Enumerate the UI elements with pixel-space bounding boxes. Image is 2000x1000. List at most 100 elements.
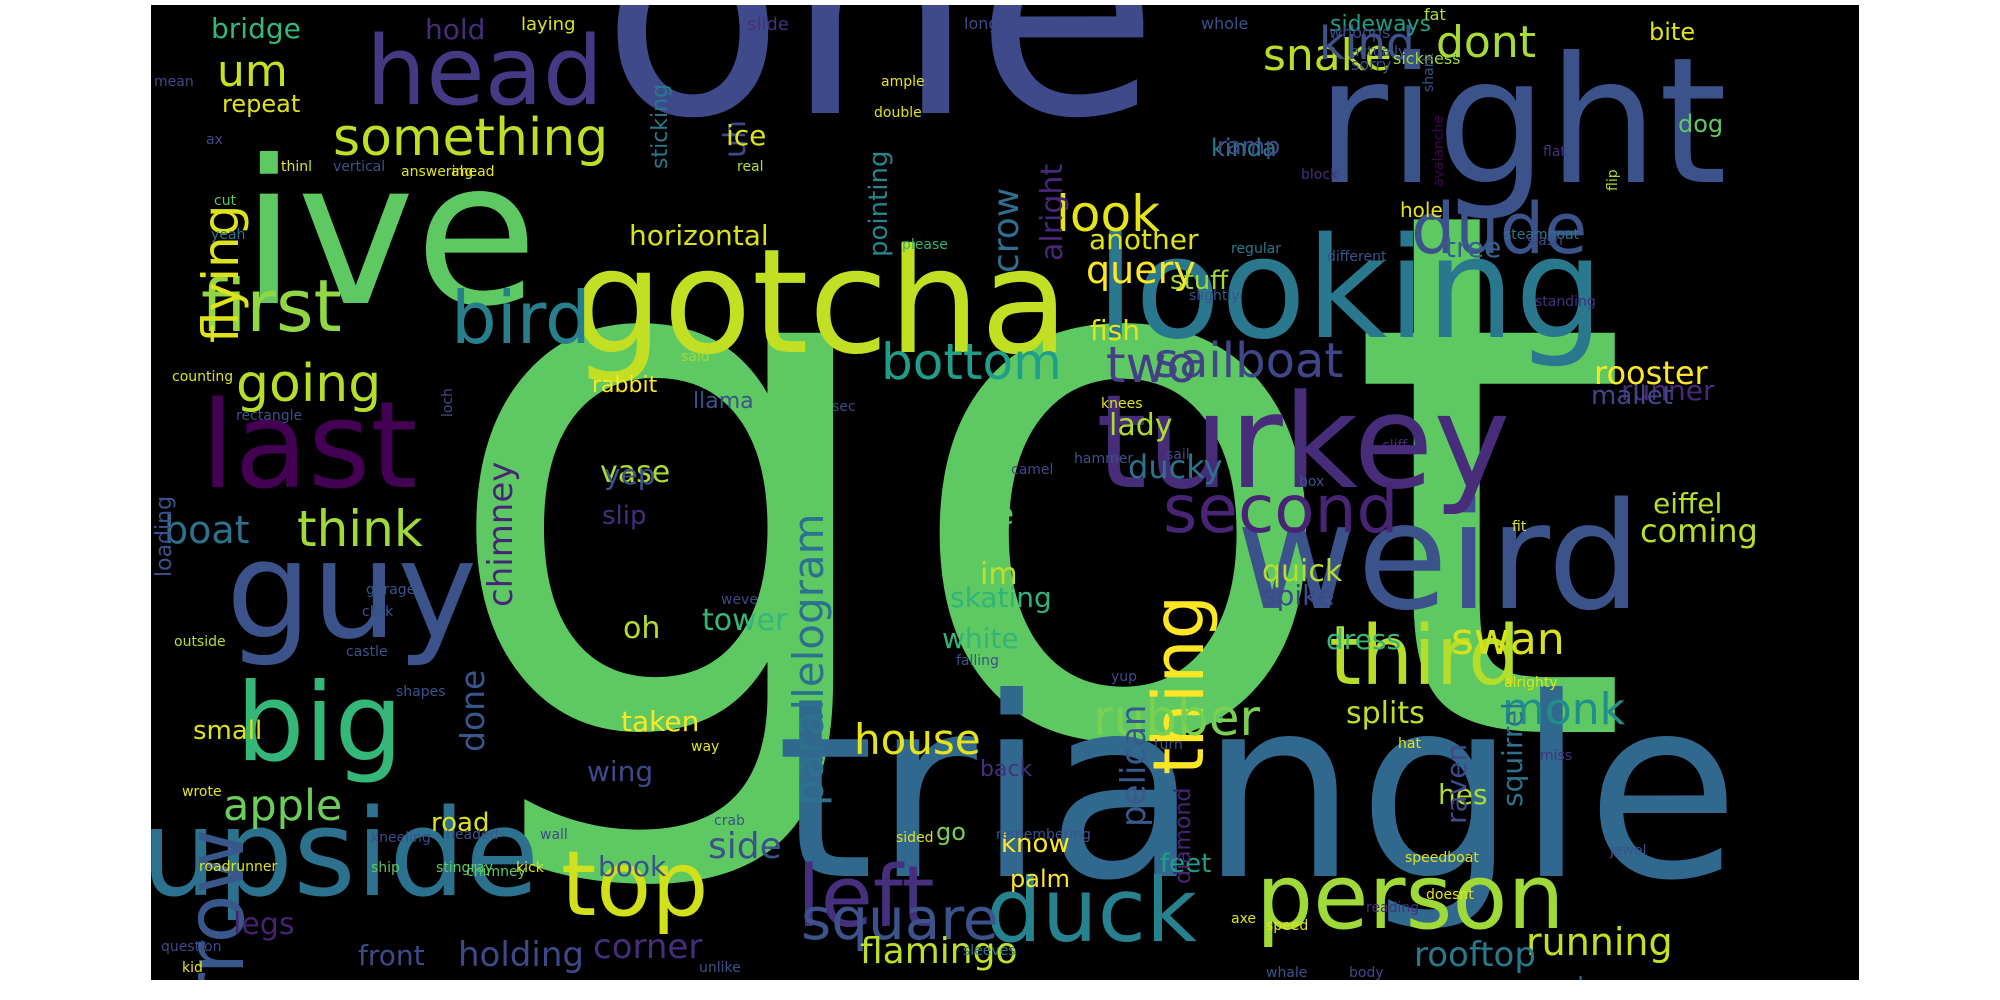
- word: square: [801, 885, 999, 953]
- word: remembering: [996, 827, 1091, 843]
- word: knees: [1101, 396, 1143, 412]
- word: small: [193, 716, 263, 746]
- word: taken: [621, 705, 700, 738]
- word: way: [691, 739, 720, 755]
- word: head: [366, 17, 604, 127]
- word: body: [1349, 965, 1384, 980]
- word: wall: [540, 827, 568, 843]
- word: horizontal: [629, 219, 769, 252]
- word: dog: [1678, 110, 1724, 138]
- word: fat: [1424, 5, 1446, 24]
- word: question: [161, 939, 222, 955]
- word: sec: [832, 399, 856, 415]
- word: shark: [1421, 53, 1437, 92]
- word: reading: [1366, 900, 1420, 916]
- word: box: [1299, 474, 1325, 490]
- word: –: [151, 5, 159, 22]
- word: quick: [1262, 554, 1343, 589]
- word: hole: [1400, 198, 1443, 222]
- word: falling: [956, 653, 999, 669]
- word: second: [1163, 471, 1399, 548]
- word: crab: [714, 813, 745, 829]
- word: double: [874, 105, 922, 121]
- word: first: [201, 264, 342, 348]
- word: –: [151, 5, 159, 22]
- word: laying: [521, 14, 576, 35]
- word: click: [362, 604, 394, 620]
- word: looking: [1096, 208, 1604, 371]
- word: hes: [1438, 778, 1488, 811]
- word: vertical: [333, 159, 386, 175]
- word: flying: [192, 204, 250, 343]
- word: going: [236, 354, 382, 414]
- word: different: [1327, 249, 1387, 265]
- word: tower: [702, 603, 788, 638]
- word: alright: [1035, 163, 1070, 261]
- word: dress: [1326, 623, 1402, 656]
- word-cloud: got one triangle right ive gotcha lookin…: [151, 5, 1859, 980]
- word: upside: [151, 785, 540, 924]
- word: little: [947, 497, 1014, 532]
- word: got: [436, 55, 1633, 905]
- word: right: [1316, 21, 1728, 224]
- word: yep: [604, 458, 656, 491]
- word: stuff: [1170, 266, 1229, 296]
- word: answering: [401, 164, 474, 180]
- word: im: [980, 557, 1018, 592]
- word: road: [431, 808, 490, 838]
- word: –: [151, 5, 159, 22]
- word: steamboat: [1504, 227, 1580, 243]
- word: look: [1056, 185, 1161, 243]
- word: turkey: [1096, 366, 1511, 518]
- word: ramp: [1217, 132, 1281, 160]
- word: rubber: [1093, 689, 1261, 747]
- word: whole: [1201, 14, 1249, 33]
- word: garage: [366, 582, 416, 598]
- word: jewel: [1610, 843, 1647, 859]
- word: mean: [154, 74, 194, 90]
- word: ship: [371, 860, 400, 876]
- word: ahead: [451, 164, 495, 180]
- word: raven: [1440, 743, 1473, 824]
- word: hammer: [1074, 451, 1134, 467]
- word: query: [1086, 248, 1196, 292]
- word: um: [217, 46, 288, 97]
- word: sail: [1166, 447, 1190, 463]
- word: back: [980, 757, 1033, 782]
- word: oh: [623, 611, 661, 646]
- word: running: [1526, 920, 1673, 964]
- word: kick: [516, 860, 544, 876]
- word: inside: [1182, 711, 1224, 727]
- word: sickness: [1393, 49, 1461, 68]
- word: gotcha: [571, 218, 1070, 387]
- word: flip: [1605, 169, 1621, 191]
- word: crow: [986, 187, 1027, 273]
- word: bridge: [211, 12, 301, 45]
- word: swan: [1451, 614, 1565, 665]
- word: bottom: [881, 333, 1062, 391]
- word: big: [236, 661, 404, 786]
- word: fish: [1090, 314, 1140, 347]
- word: mallet: [1591, 381, 1673, 411]
- word: duck: [986, 859, 1197, 962]
- word: speedboat: [1405, 850, 1479, 866]
- word: bird: [451, 276, 591, 360]
- word: pointing: [864, 150, 894, 257]
- word: loading: [152, 495, 177, 577]
- word: coming: [1640, 512, 1758, 550]
- word: squirrel: [1496, 702, 1529, 807]
- word: parallelogram: [784, 513, 833, 806]
- word: counting: [172, 369, 234, 385]
- word: white: [942, 622, 1019, 655]
- word: skating: [950, 581, 1052, 614]
- word: regular: [1231, 241, 1282, 257]
- word: outside: [174, 634, 226, 650]
- word: arrow: [169, 828, 262, 980]
- word: think: [297, 500, 423, 558]
- word: kid: [182, 960, 203, 976]
- word: turn: [1154, 737, 1183, 753]
- word: miss: [1540, 748, 1573, 764]
- word: another: [1089, 223, 1199, 256]
- word: hat: [1398, 736, 1421, 752]
- word: side: [708, 826, 782, 867]
